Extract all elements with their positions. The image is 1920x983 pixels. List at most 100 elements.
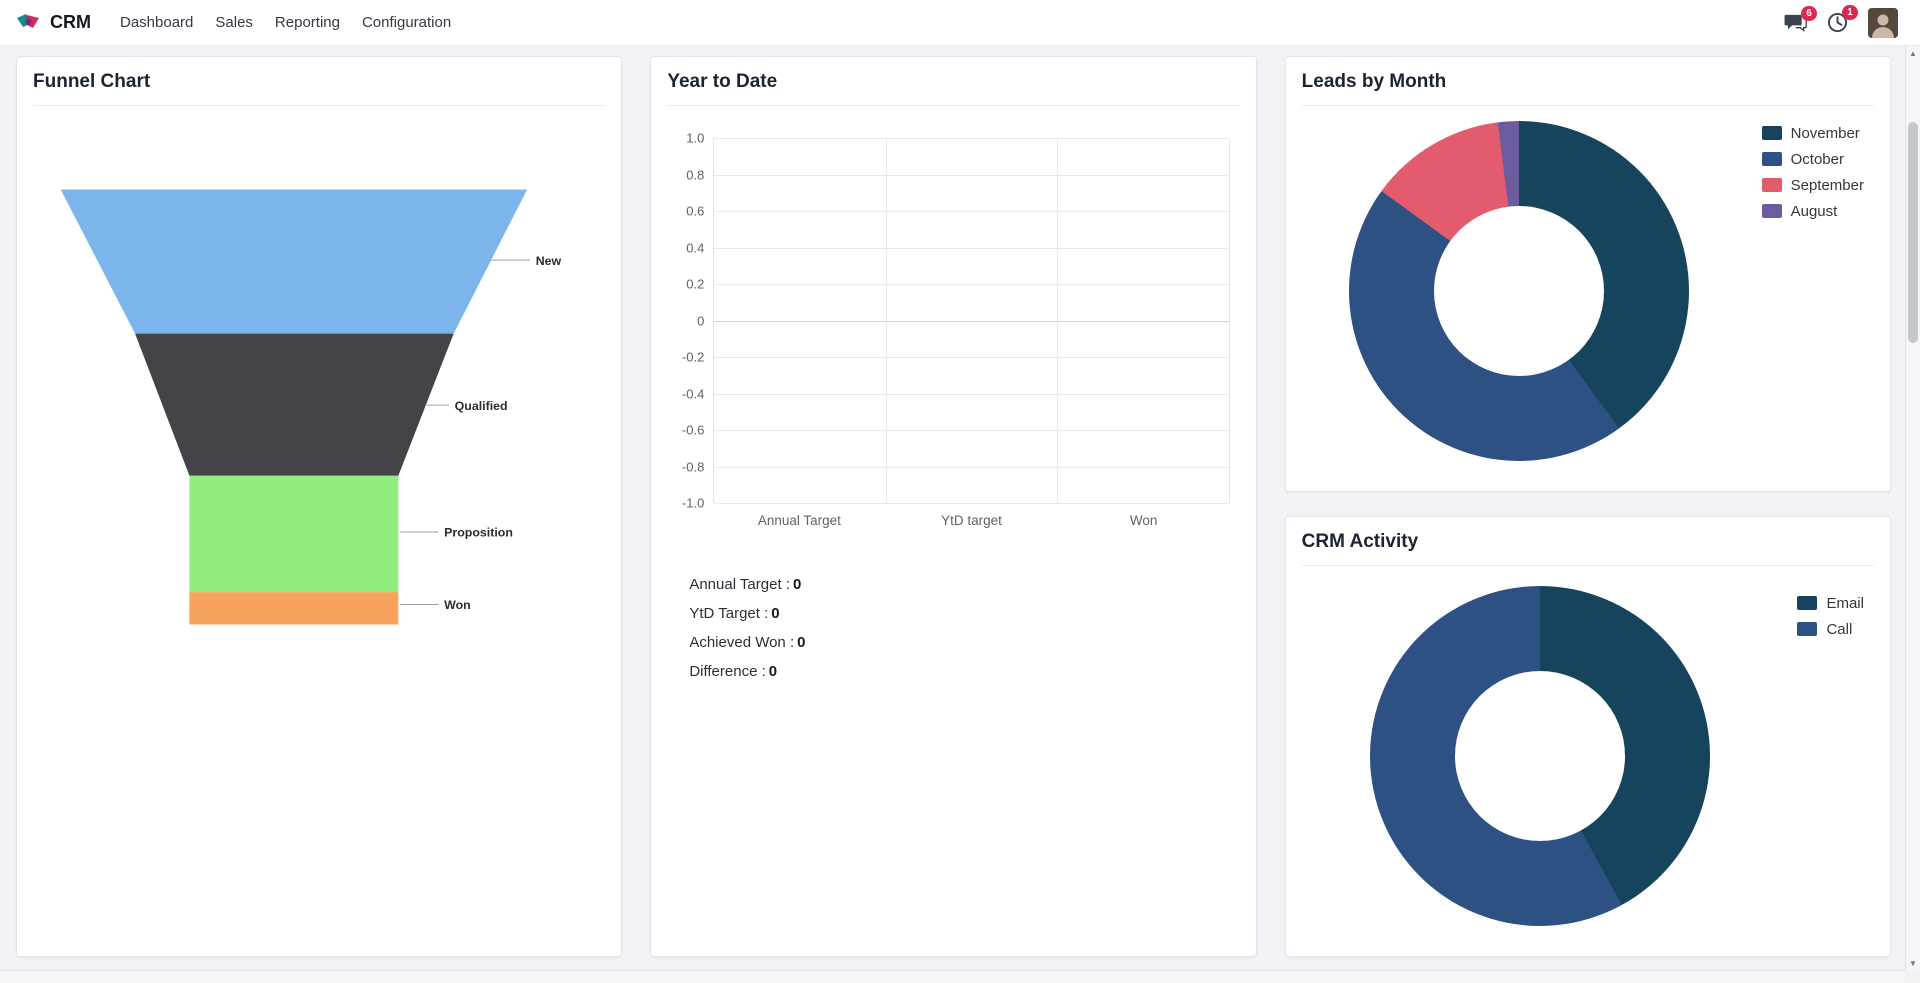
ytd-plot-wrap: 1.0 0.8 0.6 0.4 0.2 0 -0.2 -0.4 -0.6 -0.8 -1.0: [665, 131, 1230, 511]
gridline-horizontal: [714, 174, 1229, 176]
legend-item[interactable]: October: [1761, 146, 1864, 172]
funnel-stage-label-new: New: [536, 254, 562, 268]
stat-label: YtD Target :: [689, 605, 769, 622]
gridline-horizontal: [714, 211, 1229, 212]
user-avatar[interactable]: [1868, 7, 1898, 38]
card-title-activity: CRM Activity: [1301, 531, 1419, 552]
legend-item[interactable]: August: [1761, 198, 1864, 224]
legend-label: Email: [1826, 594, 1864, 612]
funnel-stage-qualified[interactable]: [135, 333, 454, 476]
legend-swatch: [1797, 596, 1818, 610]
activity-chart: Email Call: [1286, 566, 1890, 956]
legend-swatch: [1761, 126, 1782, 140]
y-tick-label: -1.0: [681, 495, 705, 511]
gridline-horizontal: [714, 430, 1229, 431]
clock-icon: [1827, 12, 1848, 33]
scrollbar-corner: [1905, 970, 1920, 983]
leads-card-header: Leads by Month: [1301, 57, 1874, 106]
activity-legend: Email Call: [1797, 590, 1864, 642]
activities-badge: 1: [1842, 5, 1858, 20]
funnel-stage-new[interactable]: [60, 189, 528, 334]
leads-donut[interactable]: [1348, 121, 1689, 461]
menu-reporting[interactable]: Reporting: [274, 14, 340, 31]
gridline-horizontal: [714, 357, 1229, 358]
y-tick-label: 0.8: [686, 167, 705, 182]
x-axis-label: Annual Target: [757, 513, 841, 528]
gridline-horizontal: [714, 284, 1229, 285]
funnel-stage-proposition[interactable]: [189, 475, 399, 593]
legend-label: November: [1790, 124, 1860, 142]
y-tick-label: 0.2: [686, 276, 705, 292]
ytd-chart: 1.0 0.8 0.6 0.4 0.2 0 -0.2 -0.4 -0.6 -0.8 -1.0 Ann…: [651, 106, 1255, 956]
dashboard-main: Funnel Chart New Qualified Proposition W…: [0, 46, 1920, 983]
y-tick-label: 1.0: [686, 130, 705, 146]
crm-app-icon: [16, 12, 42, 34]
stat-label: Annual Target :: [689, 576, 790, 593]
ytd-x-labels: Annual Target YtD target Won: [713, 513, 1229, 528]
messages-badge: 6: [1801, 5, 1817, 21]
gridline-horizontal: [714, 320, 1229, 322]
gridline-horizontal: [714, 503, 1229, 504]
legend-swatch: [1761, 178, 1782, 192]
navbar-systray: 6 1: [1784, 5, 1904, 38]
funnel-svg: New Qualified Proposition Won: [60, 189, 562, 625]
funnel-stage-label-proposition: Proposition: [444, 526, 513, 540]
legend-swatch: [1797, 622, 1818, 636]
leads-legend: November October September August: [1761, 120, 1864, 224]
legend-label: October: [1790, 150, 1844, 168]
menu-configuration[interactable]: Configuration: [361, 14, 452, 31]
gridline-horizontal: [714, 466, 1229, 468]
ytd-plot: [713, 138, 1230, 504]
legend-label: September: [1790, 176, 1864, 194]
activities-button[interactable]: 1: [1827, 5, 1858, 33]
app-brand[interactable]: CRM: [16, 12, 91, 34]
menu-sales[interactable]: Sales: [215, 14, 253, 31]
gridline-horizontal: [714, 247, 1229, 249]
menu-dashboard[interactable]: Dashboard: [120, 14, 194, 31]
funnel-stage-label-qualified: Qualified: [455, 399, 508, 413]
legend-item[interactable]: Call: [1797, 616, 1864, 642]
y-tick-label: 0.4: [686, 240, 705, 255]
stat-label: Difference :: [689, 663, 766, 680]
top-navbar: CRM Dashboard Sales Reporting Configurat…: [0, 0, 1920, 46]
funnel-stage-label-won: Won: [444, 598, 471, 612]
stat-value: 0: [797, 634, 806, 651]
horizontal-scrollbar[interactable]: [0, 970, 1905, 983]
legend-item[interactable]: September: [1761, 172, 1864, 198]
stat-difference: Difference :0: [689, 657, 1229, 686]
user-silhouette-icon: [1868, 7, 1898, 38]
legend-item[interactable]: November: [1761, 120, 1864, 146]
ytd-card-header: Year to Date: [667, 57, 1240, 106]
x-axis-label: Won: [1129, 513, 1158, 528]
x-axis-label: YtD target: [941, 513, 1002, 528]
card-title-leads: Leads by Month: [1301, 71, 1447, 92]
stat-value: 0: [768, 663, 778, 680]
funnel-chart-card: Funnel Chart New Qualified Proposition W…: [16, 56, 623, 957]
leads-chart: November October September August: [1286, 106, 1890, 491]
vertical-scrollbar-thumb[interactable]: [1908, 122, 1918, 343]
scroll-down-arrow[interactable]: ▼: [1909, 958, 1917, 968]
gridline-horizontal: [714, 138, 1229, 139]
vertical-scrollbar[interactable]: ▲ ▼: [1905, 46, 1920, 970]
funnel-card-header: Funnel Chart: [33, 57, 606, 106]
gridline-vertical: [885, 138, 887, 503]
right-column: Leads by Month November October September A…: [1284, 56, 1891, 957]
card-title-ytd: Year to Date: [667, 71, 778, 92]
y-tick-label: -0.6: [681, 422, 705, 438]
messages-button[interactable]: 6: [1784, 5, 1817, 33]
stat-value: 0: [792, 576, 802, 593]
crm-activity-card: CRM Activity Email Call: [1284, 516, 1891, 957]
stat-value: 0: [771, 605, 780, 622]
legend-label: Call: [1826, 620, 1853, 638]
stat-achieved-won: Achieved Won :0: [689, 628, 1229, 657]
activity-donut[interactable]: [1369, 586, 1710, 926]
card-title-funnel: Funnel Chart: [33, 71, 151, 92]
y-tick-label: 0: [697, 313, 705, 328]
y-tick-label: 0.6: [686, 203, 705, 219]
funnel-stage-won[interactable]: [189, 592, 399, 625]
leads-by-month-card: Leads by Month November October September A…: [1284, 56, 1891, 492]
scroll-up-arrow[interactable]: ▲: [1909, 48, 1917, 58]
funnel-chart: New Qualified Proposition Won: [17, 106, 621, 956]
legend-item[interactable]: Email: [1797, 590, 1864, 616]
legend-swatch: [1761, 204, 1782, 218]
